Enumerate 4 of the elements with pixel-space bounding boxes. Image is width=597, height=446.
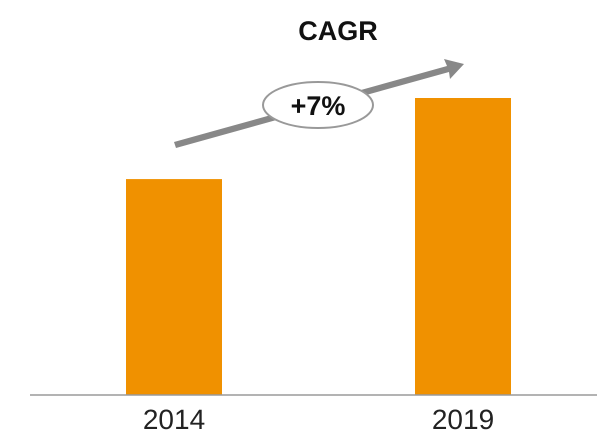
chart-title: CAGR [298,16,378,46]
x-tick-label: 2014 [142,404,206,435]
x-tick-label: 2019 [432,404,494,435]
annotation: +7% [290,91,346,121]
